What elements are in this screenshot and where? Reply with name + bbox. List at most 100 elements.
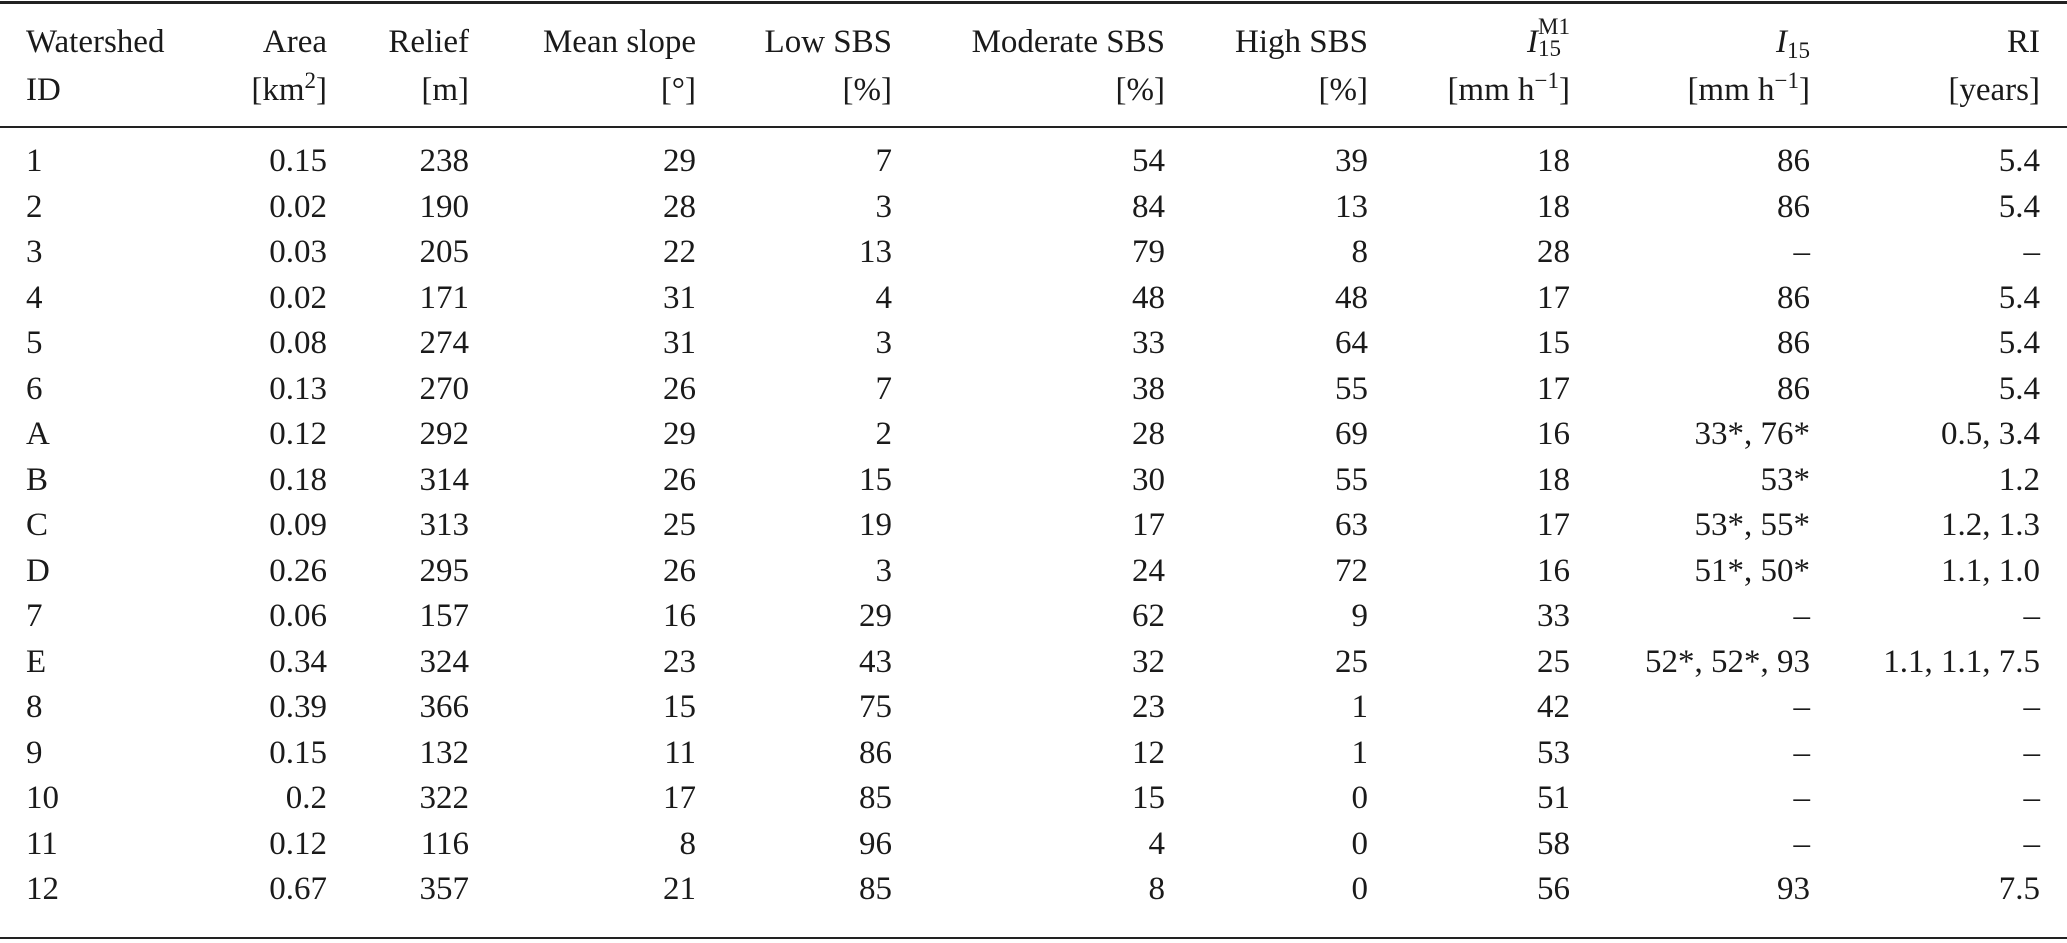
cell-moderate-sbs: 38 xyxy=(1132,370,1165,407)
cell-relief: 324 xyxy=(419,643,470,680)
cell-i15-m1: 33 xyxy=(1537,598,1570,634)
unit-label: [m] xyxy=(421,72,469,108)
cell-ri: – xyxy=(2023,825,2041,862)
cell-ri: 5.4 xyxy=(1998,143,2040,179)
cell-relief: 132 xyxy=(419,734,470,771)
cell-i15: 86 xyxy=(1777,279,1810,316)
cell-mean-slope: 26 xyxy=(663,552,696,589)
column-unit-watershed-id: ID xyxy=(26,70,61,110)
cell-low-sbs: 4 xyxy=(875,279,893,316)
cell-area: 0.03 xyxy=(269,234,327,270)
cell-ri: – xyxy=(2023,734,2041,771)
cell-high-sbs: 1 xyxy=(1351,689,1369,725)
cell-watershed-id: C xyxy=(26,507,49,543)
cell-low-sbs: 15 xyxy=(859,461,892,498)
cell-mean-slope: 31 xyxy=(663,325,696,361)
cell-high-sbs: 13 xyxy=(1335,188,1368,225)
column-header-moderate-sbs: Moderate SBS xyxy=(972,22,1165,62)
header-label: Low SBS xyxy=(764,24,892,60)
cell-ri: 0.5, 3.4 xyxy=(1941,416,2040,452)
header-label: High SBS xyxy=(1235,24,1368,60)
cell-moderate-sbs: 62 xyxy=(1132,598,1165,634)
cell-low-sbs: 96 xyxy=(859,825,892,862)
cell-mean-slope: 29 xyxy=(663,143,696,179)
column-header-area: Area xyxy=(263,22,327,62)
cell-i15-m1: 56 xyxy=(1537,871,1570,907)
cell-relief: 366 xyxy=(419,689,470,725)
symbol: I xyxy=(1776,24,1787,60)
cell-area: 0.15 xyxy=(269,143,327,179)
unit-close: ] xyxy=(1799,72,1810,108)
cell-mean-slope: 15 xyxy=(663,689,696,725)
cell-ri: – xyxy=(2023,234,2041,270)
cell-low-sbs: 3 xyxy=(875,552,893,589)
cell-i15-m1: 16 xyxy=(1537,416,1570,452)
cell-low-sbs: 85 xyxy=(859,871,892,907)
cell-ri: 1.1, 1.1, 7.5 xyxy=(1883,643,2040,680)
cell-mean-slope: 26 xyxy=(663,370,696,407)
cell-low-sbs: 7 xyxy=(875,370,893,407)
cell-watershed-id: 4 xyxy=(26,279,43,316)
column-header-ri: RI xyxy=(2007,22,2040,62)
unit-label: [km xyxy=(251,72,305,108)
cell-high-sbs: 9 xyxy=(1351,598,1369,634)
column-header-relief: Relief xyxy=(388,22,469,62)
cell-low-sbs: 3 xyxy=(875,325,893,361)
cell-area: 0.02 xyxy=(269,188,327,225)
cell-low-sbs: 3 xyxy=(875,188,893,225)
cell-ri: 7.5 xyxy=(1998,871,2040,907)
cell-ri: – xyxy=(2023,780,2041,816)
cell-high-sbs: 0 xyxy=(1351,825,1369,862)
cell-relief: 238 xyxy=(419,143,470,179)
cell-i15-m1: 28 xyxy=(1537,234,1570,270)
cell-watershed-id: 9 xyxy=(26,734,43,771)
cell-low-sbs: 2 xyxy=(875,416,893,452)
superscript: −1 xyxy=(1774,68,1799,93)
cell-relief: 116 xyxy=(420,825,469,862)
column-header-low-sbs: Low SBS xyxy=(765,22,892,62)
cell-moderate-sbs: 15 xyxy=(1132,780,1165,816)
header-label: Watershed xyxy=(26,24,165,60)
cell-high-sbs: 48 xyxy=(1335,279,1368,316)
cell-mean-slope: 11 xyxy=(664,734,696,771)
cell-mean-slope: 22 xyxy=(663,234,696,270)
column-header-mean-slope: Mean slope xyxy=(543,22,696,62)
cell-ri: 1.1, 1.0 xyxy=(1941,552,2040,589)
cell-high-sbs: 64 xyxy=(1335,325,1368,361)
cell-relief: 295 xyxy=(419,552,470,589)
cell-low-sbs: 19 xyxy=(859,507,892,543)
unit-label: [°] xyxy=(660,72,696,108)
cell-area: 0.02 xyxy=(269,279,327,316)
cell-relief: 292 xyxy=(419,416,470,452)
cell-i15: – xyxy=(1793,825,1811,862)
cell-ri: 5.4 xyxy=(1998,188,2040,225)
cell-area: 0.08 xyxy=(269,325,327,361)
cell-moderate-sbs: 23 xyxy=(1132,689,1165,725)
top-rule xyxy=(0,1,2067,4)
column-header-watershed-id: Watershed xyxy=(26,22,164,62)
header-label: Mean slope xyxy=(542,24,696,60)
cell-relief: 314 xyxy=(419,461,470,498)
unit-label: [mm h xyxy=(1447,72,1535,108)
cell-i15: 53* xyxy=(1760,461,1811,498)
cell-high-sbs: 8 xyxy=(1351,234,1369,270)
subscript: 15 xyxy=(1787,38,1810,63)
bottom-rule xyxy=(0,937,2067,939)
cell-moderate-sbs: 33 xyxy=(1132,325,1165,361)
cell-watershed-id: 3 xyxy=(26,234,43,270)
cell-ri: 5.4 xyxy=(1998,370,2040,407)
cell-moderate-sbs: 54 xyxy=(1132,143,1165,179)
cell-area: 0.2 xyxy=(285,780,327,816)
cell-moderate-sbs: 12 xyxy=(1132,734,1165,771)
cell-i15: – xyxy=(1793,234,1811,270)
column-header-i15: I 15 xyxy=(1776,22,1810,62)
cell-relief: 322 xyxy=(419,780,470,816)
cell-relief: 157 xyxy=(419,598,470,634)
cell-i15-m1: 15 xyxy=(1537,325,1570,361)
cell-watershed-id: 11 xyxy=(26,825,58,862)
cell-i15-m1: 25 xyxy=(1537,643,1570,680)
cell-watershed-id: 7 xyxy=(26,598,43,634)
cell-high-sbs: 0 xyxy=(1351,780,1369,816)
cell-i15: 86 xyxy=(1777,325,1810,361)
cell-i15-m1: 51 xyxy=(1537,780,1570,816)
